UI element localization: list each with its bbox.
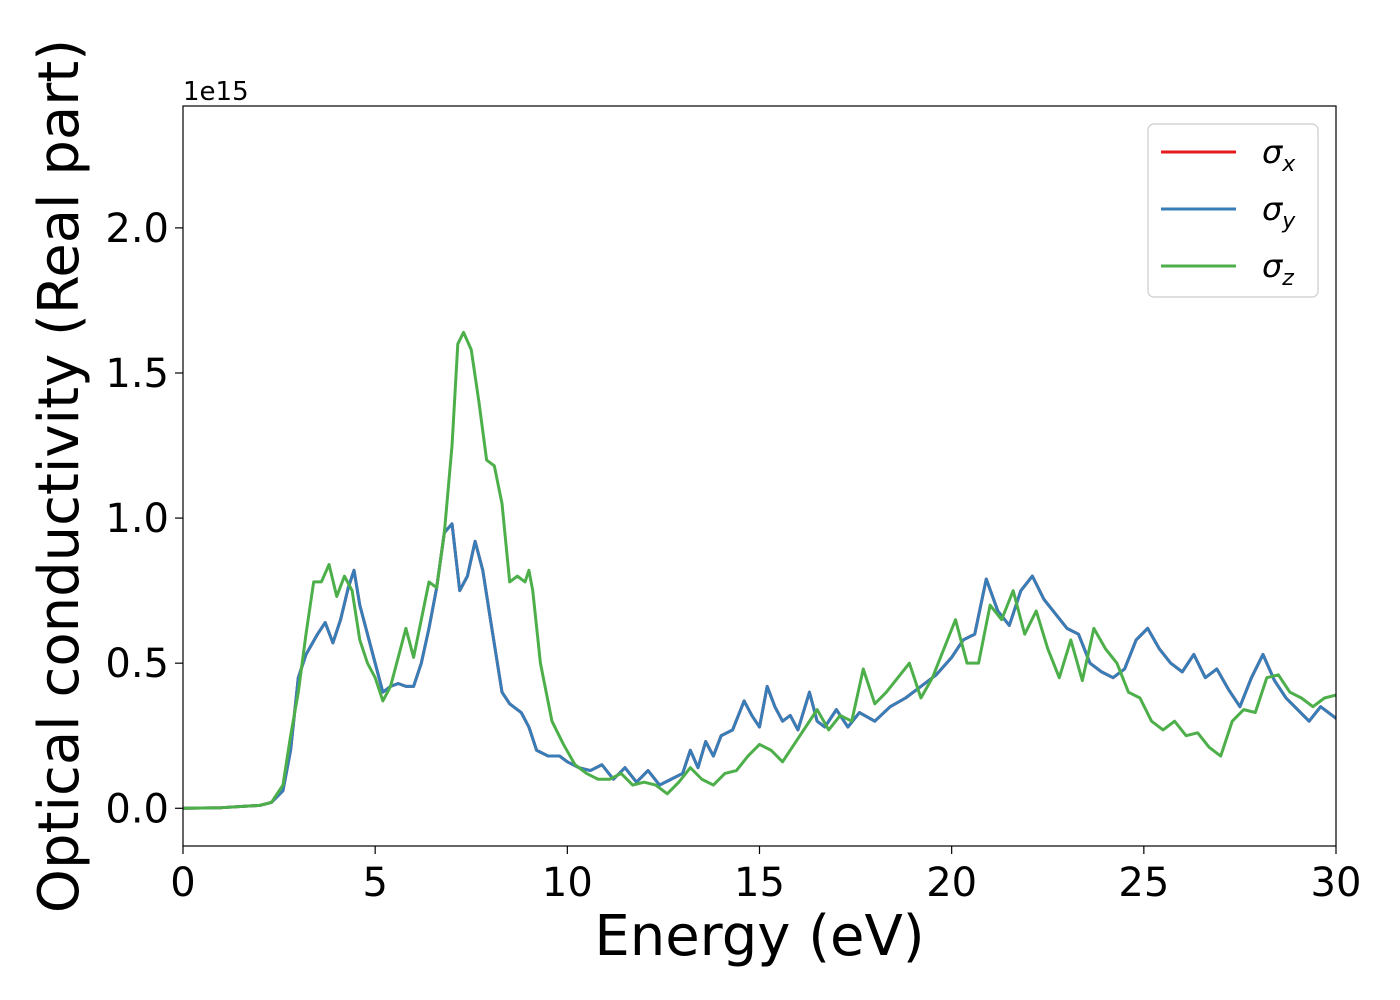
y-tick-label: 1.0 [105,496,169,542]
series-lines [183,330,1336,810]
legend: σx σy σz [1147,123,1319,298]
x-tick-label: 10 [542,860,593,906]
x-tick-label: 5 [362,860,387,906]
y-axis-ticks: 0.0 0.5 1.0 1.5 2.0 [105,206,183,832]
y-tick-label: 1.5 [105,351,169,397]
y-tick-label: 2.0 [105,206,169,252]
x-tick-label: 0 [170,860,195,906]
legend-items: σx σy σz [1161,133,1296,291]
y-tick-label: 0.5 [105,641,169,687]
y-tick-label: 0.0 [105,786,169,832]
legend-label-x: σx [1262,133,1296,177]
legend-label-y: σy [1262,190,1296,234]
y-axis-title: Optical conductivity (Real part) [27,39,92,913]
x-axis-ticks: 0 5 10 15 20 25 30 [170,846,1361,906]
legend-label-z: σz [1262,247,1294,291]
series-line-z [183,330,1336,810]
x-tick-label: 15 [734,860,785,906]
x-axis-title: Energy (eV) [594,904,924,969]
x-tick-label: 25 [1118,860,1169,906]
x-tick-label: 20 [926,860,977,906]
y-axis-offset-label: 1e15 [183,77,249,107]
x-tick-label: 30 [1311,860,1362,906]
